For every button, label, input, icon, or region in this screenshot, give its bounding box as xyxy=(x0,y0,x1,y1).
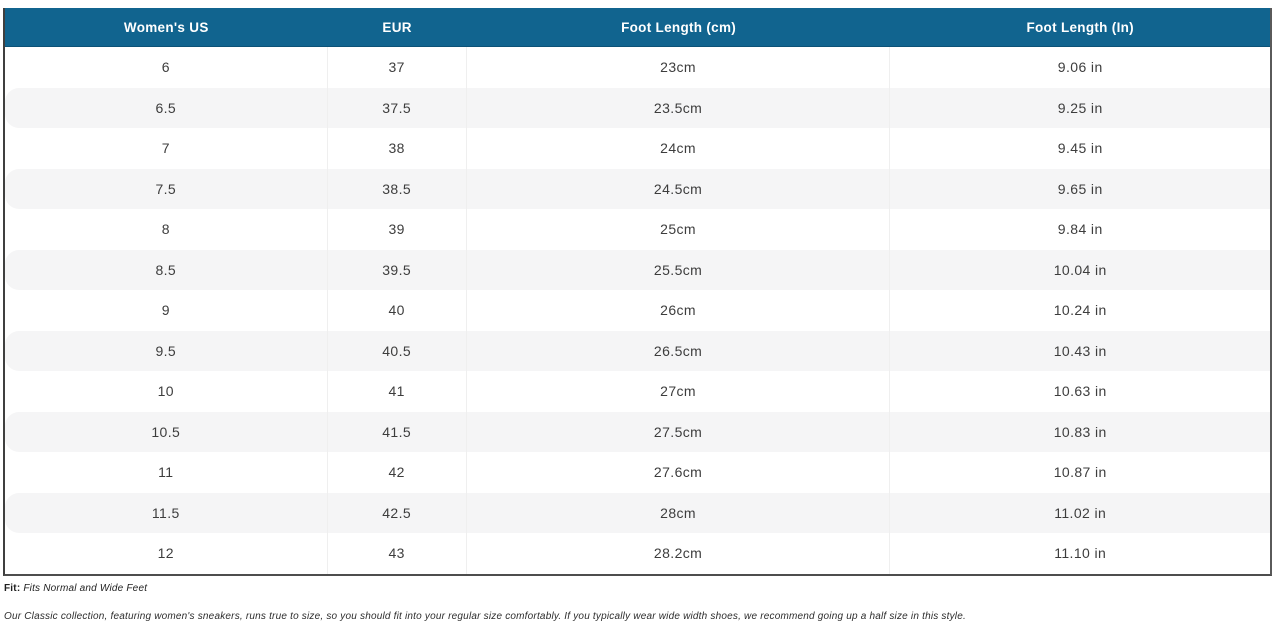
table-row: 11.5 42.5 28cm 11.02 in xyxy=(5,492,1270,533)
table-cell: 11.10 in xyxy=(1054,545,1107,562)
table-cell: 38.5 xyxy=(328,168,467,209)
table-cell: 37.5 xyxy=(328,87,467,128)
table-row: 8 39 25cm 9.84 in xyxy=(5,209,1270,250)
table-cell: 42.5 xyxy=(328,492,467,533)
column-header-foot-length-cm: Foot Length (cm) xyxy=(621,19,737,35)
table-row: 8.5 39.5 25.5cm 10.04 in xyxy=(5,249,1270,290)
table-cell: 11.02 in xyxy=(1054,504,1107,521)
fit-note-value: Fits Normal and Wide Feet xyxy=(23,582,148,594)
table-cell: 9 xyxy=(5,290,328,331)
table-cell: 24cm xyxy=(467,128,891,169)
table-cell: 41.5 xyxy=(328,411,467,452)
table-row: 9 40 26cm 10.24 in xyxy=(5,290,1270,331)
table-cell: 39 xyxy=(328,209,467,250)
table-cell: 26cm xyxy=(467,290,891,331)
column-header-foot-length-in: Foot Length (In) xyxy=(1026,19,1134,35)
table-cell: 28.2cm xyxy=(467,533,891,574)
table-cell: 10.83 in xyxy=(1053,423,1107,440)
table-cell: 40 xyxy=(328,290,467,331)
table-cell: 40.5 xyxy=(328,330,467,371)
table-row: 11 42 27.6cm 10.87 in xyxy=(5,452,1270,493)
table-cell: 11.5 xyxy=(5,492,328,533)
size-chart-table: Women's US EUR Foot Length (cm) Foot Len… xyxy=(3,8,1272,576)
table-cell: 9.84 in xyxy=(1057,221,1103,238)
table-cell: 12 xyxy=(5,533,328,574)
table-cell: 10.5 xyxy=(5,411,328,452)
table-cell: 6 xyxy=(5,47,328,88)
table-row: 7 38 24cm 9.45 in xyxy=(5,128,1270,169)
table-cell: 8 xyxy=(5,209,328,250)
table-cell: 9.5 xyxy=(5,330,328,371)
table-cell: 7.5 xyxy=(5,168,328,209)
table-cell: 28cm xyxy=(467,492,891,533)
table-row: 12 43 28.2cm 11.10 in xyxy=(5,533,1270,574)
table-cell: 27cm xyxy=(467,371,891,412)
fit-note: Fit: Fits Normal and Wide Feet xyxy=(4,583,1276,594)
column-header-eur: EUR xyxy=(382,19,412,35)
table-cell: 27.5cm xyxy=(467,411,891,452)
table-cell: 9.06 in xyxy=(1057,59,1103,76)
table-cell: 8.5 xyxy=(5,249,328,290)
table-cell: 25cm xyxy=(467,209,891,250)
table-cell: 25.5cm xyxy=(467,249,891,290)
table-cell: 10 xyxy=(5,371,328,412)
table-cell: 39.5 xyxy=(328,249,467,290)
table-cell: 9.25 in xyxy=(1057,99,1103,116)
table-cell: 43 xyxy=(328,533,467,574)
table-cell: 10.63 in xyxy=(1053,383,1107,400)
table-row: 10.5 41.5 27.5cm 10.83 in xyxy=(5,411,1270,452)
table-body: 6 37 23cm 9.06 in 6.5 37.5 23.5cm 9.25 in 7 38 24c… xyxy=(5,47,1270,574)
fit-note-label: Fit: xyxy=(4,582,21,594)
table-cell: 41 xyxy=(328,371,467,412)
table-cell: 26.5cm xyxy=(467,330,891,371)
table-row: 7.5 38.5 24.5cm 9.65 in xyxy=(5,168,1270,209)
table-cell: 24.5cm xyxy=(467,168,891,209)
table-cell: 9.65 in xyxy=(1057,180,1103,197)
table-cell: 11 xyxy=(5,452,328,493)
table-cell: 27.6cm xyxy=(467,452,891,493)
table-row: 6 37 23cm 9.06 in xyxy=(5,47,1270,88)
table-cell: 7 xyxy=(5,128,328,169)
table-cell: 23.5cm xyxy=(467,87,891,128)
table-row: 9.5 40.5 26.5cm 10.43 in xyxy=(5,330,1270,371)
table-cell: 10.24 in xyxy=(1053,302,1107,319)
table-cell: 42 xyxy=(328,452,467,493)
table-header-row: Women's US EUR Foot Length (cm) Foot Len… xyxy=(5,8,1270,47)
table-cell: 6.5 xyxy=(5,87,328,128)
table-row: 10 41 27cm 10.63 in xyxy=(5,371,1270,412)
table-cell: 38 xyxy=(328,128,467,169)
table-cell: 37 xyxy=(328,47,467,88)
table-cell: 23cm xyxy=(467,47,891,88)
table-cell: 10.87 in xyxy=(1053,464,1107,481)
table-cell: 9.45 in xyxy=(1057,140,1103,157)
sizing-description: Our Classic collection, featuring women'… xyxy=(4,610,966,622)
table-row: 6.5 37.5 23.5cm 9.25 in xyxy=(5,87,1270,128)
table-cell: 10.43 in xyxy=(1053,342,1107,359)
table-cell: 10.04 in xyxy=(1053,261,1107,278)
column-header-womens-us: Women's US xyxy=(123,19,209,35)
